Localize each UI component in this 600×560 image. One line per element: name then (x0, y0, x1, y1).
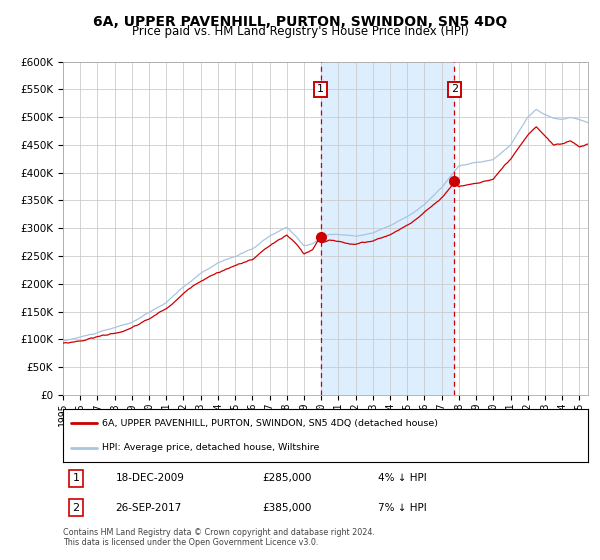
Text: 18-DEC-2009: 18-DEC-2009 (115, 473, 184, 483)
Text: 1: 1 (73, 473, 80, 483)
Text: 7% ↓ HPI: 7% ↓ HPI (378, 503, 427, 513)
Text: 6A, UPPER PAVENHILL, PURTON, SWINDON, SN5 4DQ: 6A, UPPER PAVENHILL, PURTON, SWINDON, SN… (93, 15, 507, 29)
Text: Price paid vs. HM Land Registry's House Price Index (HPI): Price paid vs. HM Land Registry's House … (131, 25, 469, 38)
Text: HPI: Average price, detached house, Wiltshire: HPI: Average price, detached house, Wilt… (103, 443, 320, 452)
Text: £385,000: £385,000 (263, 503, 312, 513)
Text: 2: 2 (73, 503, 80, 513)
Text: 1: 1 (317, 85, 324, 95)
Text: 26-SEP-2017: 26-SEP-2017 (115, 503, 182, 513)
Bar (320, 62, 454, 395)
Text: 2: 2 (451, 85, 458, 95)
Text: £285,000: £285,000 (263, 473, 312, 483)
Text: 4% ↓ HPI: 4% ↓ HPI (378, 473, 427, 483)
Text: Contains HM Land Registry data © Crown copyright and database right 2024.
This d: Contains HM Land Registry data © Crown c… (63, 528, 375, 547)
Text: 6A, UPPER PAVENHILL, PURTON, SWINDON, SN5 4DQ (detached house): 6A, UPPER PAVENHILL, PURTON, SWINDON, SN… (103, 419, 439, 428)
